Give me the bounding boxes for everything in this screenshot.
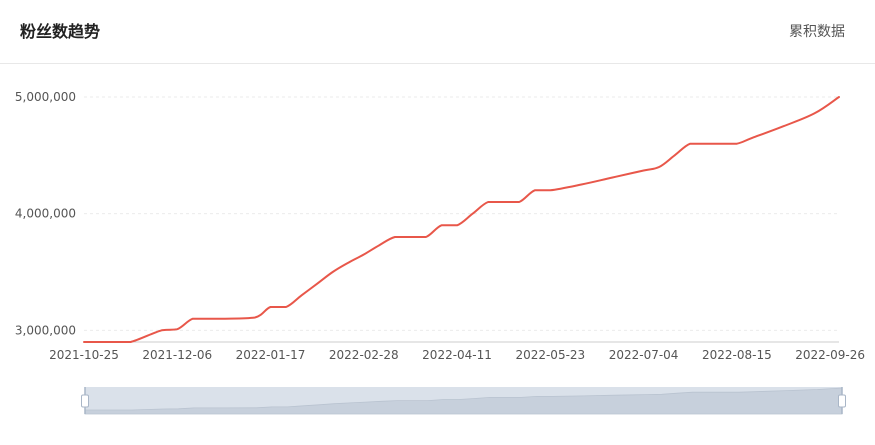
y-axis-labels: 3,000,000 4,000,000 5,000,000 <box>15 90 76 337</box>
x-tick-label: 2022-07-04 <box>609 348 679 362</box>
x-tick-label: 2022-04-11 <box>422 348 492 362</box>
x-tick-label: 2022-05-23 <box>515 348 585 362</box>
chart-title: 粉丝数趋势 <box>20 22 101 41</box>
x-tick-label: 2022-09-26 <box>795 348 865 362</box>
y-tick-label: 5,000,000 <box>15 90 76 104</box>
data-zoom-left-handle-grip[interactable] <box>81 394 89 408</box>
x-tick-label: 2022-02-28 <box>329 348 399 362</box>
x-tick-label: 2022-08-15 <box>702 348 772 362</box>
fans-series-line <box>83 96 840 343</box>
x-tick-label: 2021-12-06 <box>142 348 212 362</box>
data-zoom-slider[interactable] <box>81 387 846 415</box>
data-zoom-preview-area <box>84 387 843 415</box>
card-header: 粉丝数趋势 累积数据 <box>0 0 875 64</box>
data-zoom-left-handle[interactable] <box>81 387 89 414</box>
data-zoom-right-handle-grip[interactable] <box>838 394 846 408</box>
y-tick-label: 4,000,000 <box>15 207 76 221</box>
cumulative-data-toggle[interactable]: 累积数据 <box>789 24 845 40</box>
grid-lines <box>84 96 839 331</box>
y-tick-label: 3,000,000 <box>15 323 76 337</box>
data-zoom-right-handle[interactable] <box>838 387 846 414</box>
x-tick-label: 2021-10-25 <box>49 348 119 362</box>
x-axis-labels: 2021-10-25 2021-12-06 2022-01-17 2022-02-28… <box>49 348 865 362</box>
x-tick-label: 2022-01-17 <box>236 348 306 362</box>
